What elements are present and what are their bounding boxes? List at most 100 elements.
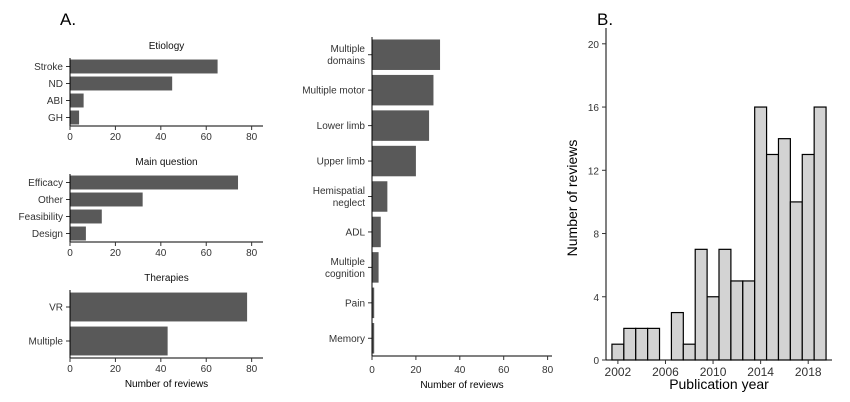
x-tick-label-20: 20 [110, 132, 122, 143]
y-tick-label-stroke: Stroke [34, 62, 63, 73]
x-tick-label-20: 20 [410, 365, 422, 376]
x-tick-label-2002: 2002 [605, 365, 632, 379]
x-tick-label-0: 0 [67, 248, 73, 259]
bar-feasibility [70, 209, 102, 224]
etiology-chart: Etiology Stroke ND ABI GH 0 20 40 60 80 [34, 41, 263, 143]
x-tick-label-2018: 2018 [795, 365, 822, 379]
hist-bar-2012 [730, 280, 744, 361]
x-tick-label-2014: 2014 [747, 365, 774, 379]
hist-bar-2004 [635, 327, 649, 361]
hist-bar-2003 [623, 327, 637, 361]
x-tick-label-40: 40 [454, 365, 466, 376]
hist-bar-2017 [789, 201, 803, 361]
bar-efficacy [70, 175, 239, 190]
y-tick-label-multiple: Multiple [29, 337, 64, 348]
x-tick-label-40: 40 [155, 132, 167, 143]
panel-label-b: B. [597, 10, 613, 29]
hist-bar-2018 [801, 153, 815, 361]
bar-nd [70, 76, 173, 91]
x-tick-label-80: 80 [246, 248, 258, 259]
hist-bar-2008 [682, 343, 696, 361]
y-tick-label-20: 20 [588, 40, 600, 51]
main-question-chart: Main question Efficacy Other Feasibility Des… [19, 157, 263, 259]
bar-lower-limb [372, 110, 430, 141]
x-tick-label-80: 80 [542, 365, 554, 376]
x-tick-label-60: 60 [201, 364, 213, 375]
y-tick-label-hemispatial-neglect: Hemispatial neglect [313, 186, 365, 209]
domains-chart: Multiple domains Multiple motor Lower limb U… [302, 37, 554, 391]
chart-title: Etiology [149, 41, 185, 52]
hist-bar-2014 [754, 106, 768, 361]
x-tick-label-60: 60 [201, 132, 213, 143]
bar-adl [372, 216, 381, 248]
x-tick-label-40: 40 [155, 364, 167, 375]
bar-hemispatial-neglect [372, 181, 388, 212]
bar-other [70, 192, 143, 207]
hist-bar-2009 [694, 248, 708, 361]
y-tick-label-8: 8 [593, 230, 599, 241]
y-tick-label-pain: Pain [345, 298, 365, 309]
hist-bar-2010 [706, 296, 720, 361]
y-tick-label-upper-limb: Upper limb [317, 157, 366, 168]
y-tick-label-16: 16 [588, 103, 600, 114]
hist-bar-2007 [670, 311, 684, 361]
x-tick-label-0: 0 [369, 365, 375, 376]
y-tick-label-vr: VR [49, 303, 63, 314]
x-axis-title: Number of reviews [125, 379, 208, 390]
y-tick-label-12: 12 [588, 166, 600, 177]
y-tick-label-0: 0 [593, 356, 599, 367]
x-tick-label-80: 80 [246, 132, 258, 143]
x-tick-label-60: 60 [201, 248, 213, 259]
bar-multiple [70, 326, 168, 356]
x-axis-title: Publication year [669, 376, 769, 392]
y-tick-label-feasibility: Feasibility [19, 212, 63, 223]
y-tick-label-multiple-cognition: Multiple cognition [325, 257, 365, 280]
bar-design [70, 226, 86, 241]
y-tick-label-efficacy: Efficacy [28, 178, 63, 189]
chart-title: Main question [135, 157, 197, 168]
hist-bar-2016 [777, 138, 791, 361]
bar-multiple-cognition [372, 252, 379, 283]
y-tick-label-adl: ADL [346, 227, 366, 238]
y-tick-label-gh: GH [48, 113, 63, 124]
therapies-chart: Therapies VR Multiple 0 20 40 60 80 Number of re… [29, 273, 263, 390]
y-tick-label-nd: ND [49, 79, 63, 90]
hist-bar-2011 [718, 248, 732, 361]
y-tick-label-design: Design [32, 229, 63, 240]
x-tick-label-60: 60 [498, 365, 510, 376]
x-tick-label-40: 40 [155, 248, 167, 259]
y-tick-label-abi: ABI [47, 96, 63, 107]
x-tick-label-80: 80 [246, 364, 258, 375]
y-tick-label-other: Other [38, 195, 64, 206]
hist-bar-2019 [813, 106, 827, 361]
bar-multiple-motor [372, 74, 434, 106]
hist-bar-2002 [611, 343, 625, 361]
x-axis-title: Number of reviews [420, 380, 503, 391]
hist-bar-2015 [765, 153, 780, 361]
x-tick-label-0: 0 [67, 132, 73, 143]
y-tick-label-memory: Memory [329, 334, 365, 345]
bar-vr [70, 292, 248, 322]
x-tick-label-2006: 2006 [652, 365, 679, 379]
bar-upper-limb [372, 145, 416, 177]
bar-gh [70, 110, 80, 125]
y-tick-label-4: 4 [593, 293, 599, 304]
bar-stroke [70, 59, 218, 74]
x-tick-label-0: 0 [67, 364, 73, 375]
bar-memory [372, 323, 375, 354]
x-tick-label-20: 20 [110, 364, 122, 375]
y-tick-label-multiple-motor: Multiple motor [302, 86, 365, 97]
panel-label-a: A. [60, 10, 76, 29]
x-tick-label-20: 20 [110, 248, 122, 259]
hist-bar-2005 [647, 327, 661, 361]
y-axis-title: Number of reviews [564, 140, 580, 257]
chart-title: Therapies [144, 273, 188, 284]
bar-multiple-domains [372, 39, 441, 70]
y-tick-label-multiple-domains: Multiple domains [327, 44, 365, 67]
bar-pain [372, 287, 375, 319]
y-tick-label-lower-limb: Lower limb [317, 121, 366, 132]
x-tick-label-2010: 2010 [700, 365, 727, 379]
publication-year-chart: 0 4 8 12 16 20 2002 2006 2010 2014 2018 Publication… [564, 28, 832, 392]
hist-bar-2013 [742, 280, 756, 361]
